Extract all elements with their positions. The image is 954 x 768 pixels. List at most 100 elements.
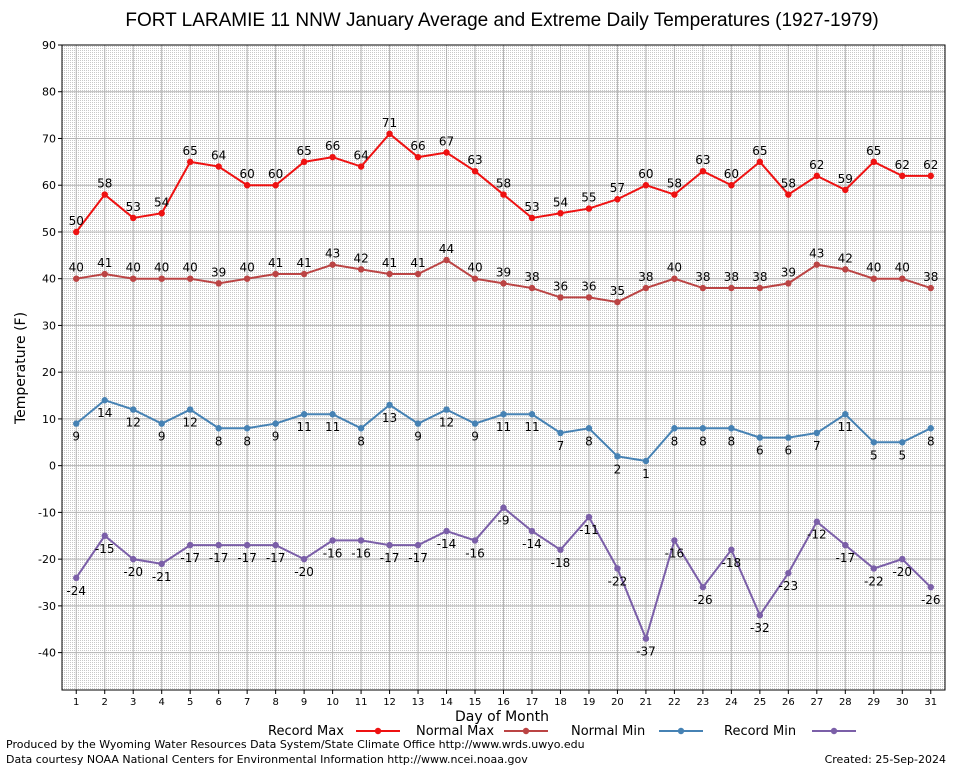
data-label-normal-max: 40 [667,261,682,275]
data-label-normal-max: 38 [923,270,938,284]
data-point-normal-max [186,275,194,282]
data-point-record-max [386,130,393,138]
data-label-normal-max: 41 [268,256,283,270]
y-tick-label: 80 [42,86,56,99]
y-tick-label: -20 [38,553,56,566]
series-normal-min: 9 14 12 9 12 8 8 9 11 11 8 13 9 12 9 11 11 7 8 2 1 8 8 8 6 6 7 11 5 5… [72,397,935,481]
data-point-normal-min [101,397,108,404]
data-label-normal-min: 8 [357,434,365,448]
data-label-record-max: 60 [638,167,653,181]
data-label-normal-min: 9 [471,430,479,444]
data-label-record-min: -11 [579,523,599,537]
data-label-record-max: 53 [126,200,141,214]
data-label-record-min: -17 [266,551,286,565]
data-point-record-min [528,527,536,535]
data-point-normal-min [785,434,792,441]
data-label-record-max: 58 [97,177,112,191]
data-point-normal-min [870,439,877,446]
data-label-normal-min: 5 [870,448,878,462]
data-label-record-max: 66 [410,139,425,153]
data-label-record-max: 65 [296,144,311,158]
data-point-normal-min [642,457,650,465]
data-point-normal-max [101,270,108,278]
data-label-record-max: 54 [553,195,568,209]
legend-label: Record Max [268,724,344,739]
data-label-normal-min: 11 [296,420,311,434]
data-point-normal-min [927,425,934,432]
data-label-normal-min: 9 [72,430,80,444]
x-tick-label: 31 [924,697,937,708]
data-point-record-max [614,196,621,203]
data-label-record-max: 59 [838,172,853,186]
data-point-record-min [842,541,849,549]
data-label-record-max: 57 [610,181,625,195]
data-label-normal-min: 8 [927,434,935,448]
data-point-record-min [500,504,507,511]
data-label-record-max: 60 [724,167,739,181]
data-point-normal-max [272,270,279,278]
x-tick-label: 23 [697,697,710,708]
data-point-normal-max [471,275,479,282]
x-tick-label: 25 [753,697,766,708]
data-point-normal-min [272,420,279,427]
legend-swatch-marker [522,727,530,735]
data-label-normal-max: 38 [638,270,653,284]
x-tick-label: 14 [440,697,453,708]
data-label-normal-min: 13 [382,411,397,425]
grid-lines [62,44,945,690]
data-label-record-max: 60 [240,167,255,181]
legend-swatch-marker [374,727,382,735]
data-label-normal-min: 5 [898,448,906,462]
y-tick-label: 20 [42,366,56,379]
data-point-normal-min [756,434,764,441]
x-tick-label: 15 [469,697,482,708]
y-tick-label: 70 [42,132,56,145]
x-tick-label: 7 [244,697,250,708]
data-point-record-min [414,541,422,549]
data-label-record-min: -24 [66,584,86,598]
x-tick-label: 13 [412,697,425,708]
data-point-record-min [899,555,906,563]
data-point-normal-max [130,275,137,282]
x-tick-label: 30 [896,697,909,708]
data-point-record-max [186,158,194,166]
data-label-record-max: 58 [781,177,796,191]
legend-label: Normal Min [571,724,645,739]
data-point-normal-max [813,261,821,268]
data-label-normal-max: 39 [496,265,511,279]
data-point-normal-min [300,411,308,418]
data-label-normal-max: 40 [126,261,141,275]
data-label-record-min: -20 [892,565,912,579]
data-point-normal-max [357,266,365,273]
data-point-record-max [927,172,934,180]
data-label-normal-max: 39 [781,265,796,279]
data-point-record-max [899,172,906,180]
data-label-normal-max: 42 [838,251,853,265]
data-label-record-min: -16 [351,546,371,560]
legend-item-normal-max: Normal Max [416,724,548,739]
data-label-normal-min: 8 [585,434,593,448]
data-point-normal-min [357,425,365,432]
x-tick-label: 8 [272,697,278,708]
data-point-normal-max [927,284,934,292]
data-label-normal-max: 40 [69,261,84,275]
data-label-normal-min: 12 [183,416,198,430]
legend-swatch-marker [677,727,685,735]
data-point-record-max [130,214,137,222]
data-point-normal-min [443,406,450,413]
data-label-record-min: -17 [836,551,856,565]
data-label-normal-min: 8 [699,434,707,448]
data-point-normal-min [500,411,507,418]
data-label-record-min: -9 [498,514,510,528]
series-record-min: -24-15-20 -21-17 -17 -17 -17-20-16 -16 -17 -17-… [66,504,941,659]
y-tick-label: -30 [38,600,56,613]
data-label-normal-max: 41 [97,256,112,270]
data-point-normal-min [614,453,621,460]
x-axis-label: Day of Month [455,709,549,725]
data-point-record-min [73,574,80,582]
data-label-normal-max: 41 [410,256,425,270]
data-label-normal-max: 43 [809,247,824,261]
data-point-record-min [557,546,564,553]
legend-swatch-marker [830,727,838,735]
data-label-normal-max: 38 [524,270,539,284]
